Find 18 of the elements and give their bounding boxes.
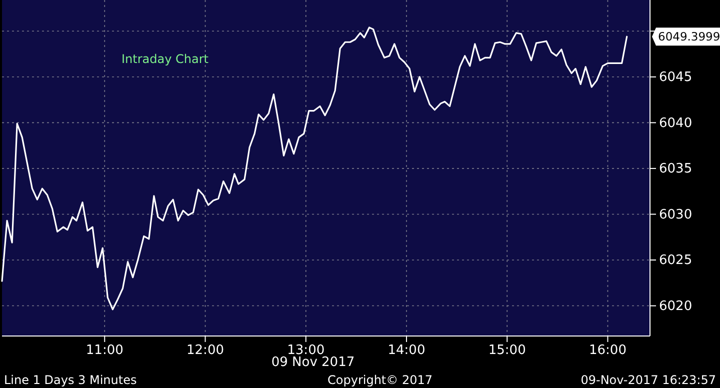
y-tick-label: 6040 [659, 116, 692, 131]
x-tick-label: 16:00 [589, 343, 626, 358]
x-tick-label: 12:00 [186, 343, 224, 358]
text: 09-Nov-2017 16:23:57 [580, 373, 716, 387]
x-tick-label: 14:00 [388, 343, 426, 358]
text: Intraday Chart [122, 52, 209, 66]
y-tick-label: 6035 [659, 162, 692, 177]
y-tick-label: 6030 [659, 207, 692, 222]
line-series [1, 26, 628, 310]
y-tick-label: 6020 [659, 298, 692, 314]
text: Copyright© 2017 [328, 373, 432, 387]
y-tick-label: 6045 [659, 70, 692, 86]
text: 6049.3999 [658, 30, 720, 44]
x-tick-label: 15:00 [488, 343, 526, 358]
x-tick-label: 11:00 [86, 343, 124, 358]
y-tick-label: 6025 [659, 253, 692, 268]
x-axis-title: 09 Nov 2017 [271, 355, 355, 370]
text: Line 1 Days 3 Minutes [4, 373, 137, 387]
